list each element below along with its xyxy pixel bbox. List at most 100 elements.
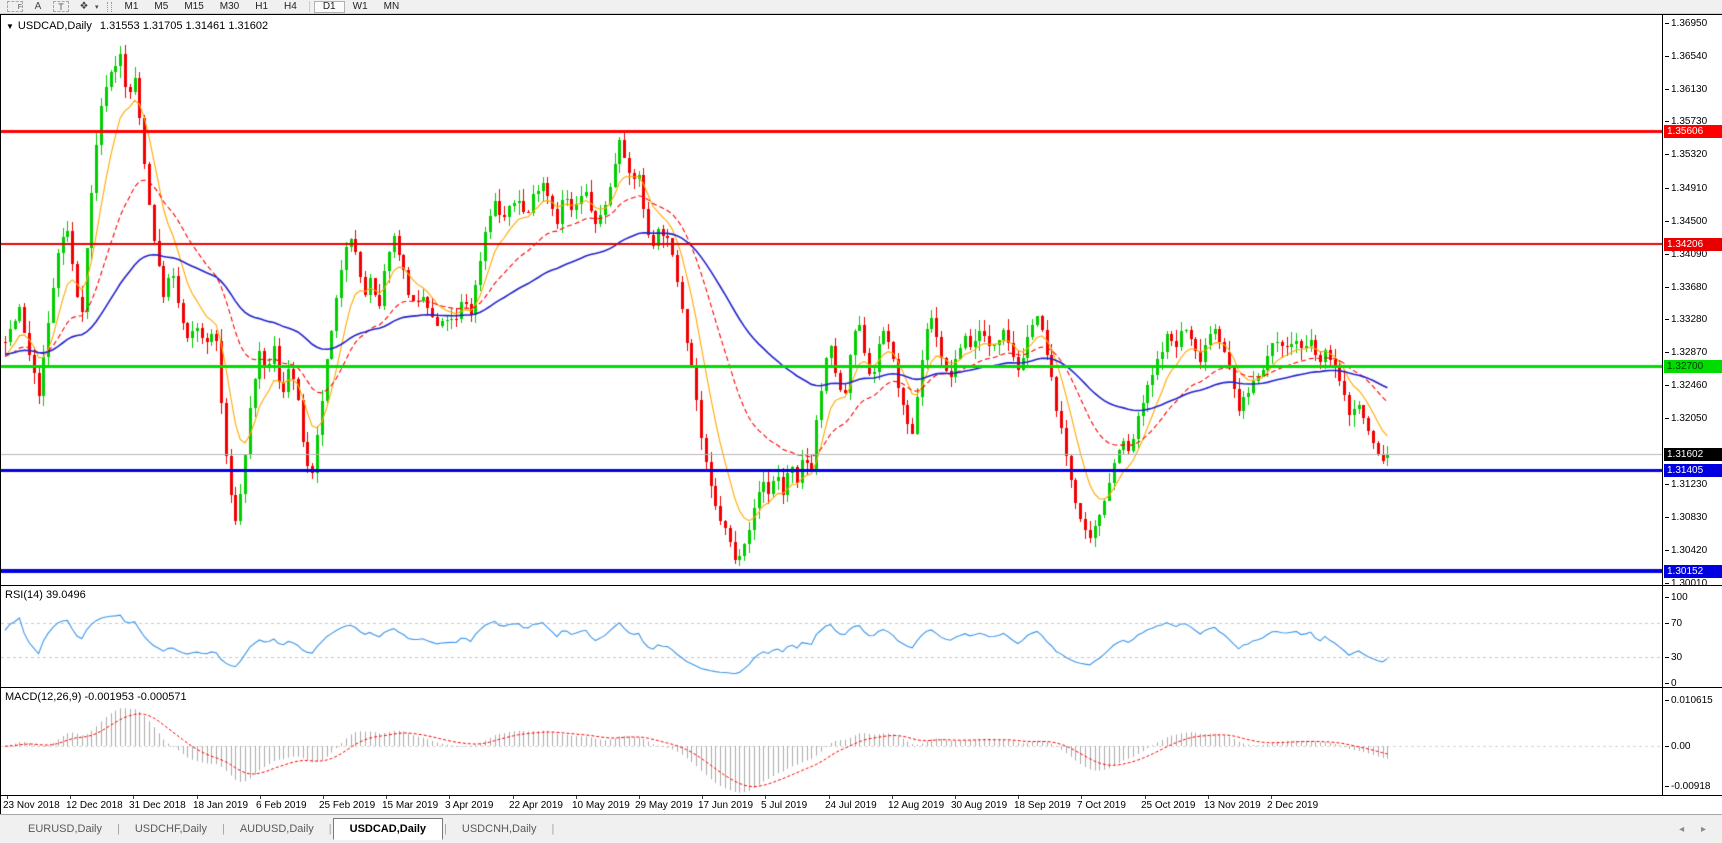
tab-separator: | <box>116 823 120 835</box>
tab-scroll-right-icon[interactable]: ▸ <box>1700 823 1706 835</box>
tab-scroll-arrows: ◂ ▸ <box>1665 824 1706 835</box>
tab-separator: | <box>328 823 332 835</box>
price-tick: 1.33680 <box>1665 282 1707 293</box>
macd-canvas[interactable] <box>1 688 1662 795</box>
timeframe-button-d1[interactable]: D1 <box>313 0 345 13</box>
rsi-plot-area[interactable]: RSI(14) 39.0496 <box>1 586 1663 687</box>
date-label: 18 Jan 2019 <box>193 800 249 811</box>
text-box-icon[interactable]: T <box>53 1 69 12</box>
chart-window: ▼ USDCAD,Daily 1.31553 1.31705 1.31461 1.3… <box>0 14 1722 814</box>
date-tick-mark <box>1145 796 1146 799</box>
date-label: 6 Feb 2019 <box>256 800 307 811</box>
macd-scale-tick: 0.010615 <box>1665 695 1713 706</box>
date-tick-mark <box>260 796 261 799</box>
date-tick-mark <box>513 796 514 799</box>
current-price-badge: 1.31602 <box>1664 448 1722 461</box>
date-tick-mark <box>7 796 8 799</box>
date-tick-mark <box>323 796 324 799</box>
date-tick-mark <box>133 796 134 799</box>
date-tick-mark <box>955 796 956 799</box>
chart-title: ▼ USDCAD,Daily 1.31553 1.31705 1.31461 1.3… <box>6 20 268 32</box>
price-tick: 1.33280 <box>1665 314 1707 325</box>
rsi-scale-tick: 70 <box>1665 618 1682 629</box>
chevron-down-icon[interactable]: ▾ <box>95 3 99 11</box>
date-tick-mark <box>1271 796 1272 799</box>
tab-separator: | <box>551 823 555 835</box>
date-tick-mark <box>386 796 387 799</box>
price-tick: 1.30420 <box>1665 545 1707 556</box>
rsi-canvas[interactable] <box>1 586 1662 687</box>
hline-price-badge: 1.34206 <box>1664 238 1722 251</box>
timeframe-button-m5[interactable]: M5 <box>154 0 169 12</box>
timeframe-button-mn[interactable]: MN <box>383 0 400 12</box>
date-tick-mark <box>892 796 893 799</box>
arrow-objects-icon[interactable]: ❖ <box>79 1 89 12</box>
date-label: 25 Oct 2019 <box>1141 800 1196 811</box>
price-tick: 1.34090 <box>1665 249 1707 260</box>
price-axis[interactable]: 1.36950 1.36540 1.36130 1.35730 1.35320 1.349… <box>1663 15 1722 589</box>
chart-tab-usdcnh[interactable]: USDCNH,Daily <box>461 823 537 835</box>
price-tick: 1.36540 <box>1665 51 1707 62</box>
price-tick: 1.32050 <box>1665 413 1707 424</box>
rsi-axis[interactable]: 100 70 30 0 <box>1663 586 1722 689</box>
macd-plot-area[interactable]: MACD(12,26,9) -0.001953 -0.000571 <box>1 688 1663 795</box>
hline-price-badge: 1.31405 <box>1664 464 1722 477</box>
text-annotation-icon[interactable]: A <box>34 1 42 12</box>
hline-price-badge: 1.35606 <box>1664 125 1722 138</box>
timeframe-button-m15[interactable]: M15 <box>184 0 204 12</box>
chart-tab-usdchf[interactable]: USDCHF,Daily <box>134 823 207 835</box>
timeframe-button-m1[interactable]: M1 <box>124 0 139 12</box>
tab-separator: | <box>444 823 447 835</box>
date-label: 31 Dec 2018 <box>129 800 186 811</box>
toolbar-separator <box>308 1 310 12</box>
date-tick-mark <box>449 796 450 799</box>
tab-separator: | <box>221 823 225 835</box>
date-label: 23 Nov 2018 <box>3 800 60 811</box>
date-label: 18 Sep 2019 <box>1014 800 1071 811</box>
price-tick: 1.30830 <box>1665 512 1707 523</box>
timeframe-button-w1[interactable]: W1 <box>352 0 368 12</box>
date-tick-mark <box>765 796 766 799</box>
price-tick: 1.34500 <box>1665 216 1707 227</box>
rsi-scale-tick: 30 <box>1665 652 1682 663</box>
price-tick: 1.36950 <box>1665 18 1707 29</box>
price-plot-area[interactable]: ▼ USDCAD,Daily 1.31553 1.31705 1.31461 1.3… <box>1 15 1663 585</box>
date-tick-mark <box>70 796 71 799</box>
chart-tab-bar: EURUSD,Daily | USDCHF,Daily | AUDUSD,Daily | U… <box>0 814 1722 843</box>
top-toolbar: F A T ❖ ▾ M1 M5 M15 M30 H1 H4 D1 W1 MN <box>0 0 1722 14</box>
rsi-scale-tick: 0 <box>1665 678 1677 689</box>
price-tick: 1.30010 <box>1665 578 1707 589</box>
price-panel: ▼ USDCAD,Daily 1.31553 1.31705 1.31461 1.3… <box>1 14 1722 589</box>
price-tick: 1.35730 <box>1665 116 1707 127</box>
date-label: 3 Apr 2019 <box>445 800 494 811</box>
macd-scale-tick: 0.00 <box>1665 741 1690 752</box>
price-tick: 1.31230 <box>1665 479 1707 490</box>
date-label: 7 Oct 2019 <box>1077 800 1126 811</box>
macd-axis[interactable]: 0.010615 0.00 -0.00918 <box>1663 688 1722 795</box>
rsi-panel: RSI(14) 39.0496 100 70 30 0 <box>1 586 1722 689</box>
date-label: 22 Apr 2019 <box>509 800 563 811</box>
chart-tab-audusd[interactable]: AUDUSD,Daily <box>239 823 314 835</box>
timeframe-button-h4[interactable]: H4 <box>284 0 297 12</box>
date-label: 15 Mar 2019 <box>382 800 439 811</box>
tab-scroll-left-icon[interactable]: ◂ <box>1679 823 1685 835</box>
macd-scale-tick: -0.00918 <box>1665 781 1710 792</box>
timeframe-button-h1[interactable]: H1 <box>255 0 269 12</box>
macd-label: MACD(12,26,9) -0.001953 -0.000571 <box>5 691 187 703</box>
date-label: 24 Jul 2019 <box>825 800 877 811</box>
cursor-crosshair-f-icon[interactable]: F <box>7 1 23 12</box>
chart-symbol-label: USDCAD,Daily <box>17 20 92 32</box>
macd-panel: MACD(12,26,9) -0.001953 -0.000571 0.0106… <box>1 688 1722 796</box>
timeframe-button-m30[interactable]: M30 <box>219 0 240 12</box>
collapse-triangle-icon[interactable]: ▼ <box>6 22 14 31</box>
chart-tab-eurusd[interactable]: EURUSD,Daily <box>28 823 102 835</box>
time-axis[interactable]: 23 Nov 2018 12 Dec 2018 31 Dec 2018 18 Jan … <box>1 796 1722 814</box>
date-tick-mark <box>702 796 703 799</box>
chart-tab-usdcad[interactable]: USDCAD,Daily <box>332 818 444 840</box>
toolbar-grip-handle[interactable] <box>106 1 112 12</box>
date-label: 29 May 2019 <box>635 800 693 811</box>
price-tick: 1.32870 <box>1665 347 1707 358</box>
date-label: 12 Aug 2019 <box>888 800 945 811</box>
date-label: 17 Jun 2019 <box>698 800 754 811</box>
price-chart-canvas[interactable] <box>1 15 1662 585</box>
